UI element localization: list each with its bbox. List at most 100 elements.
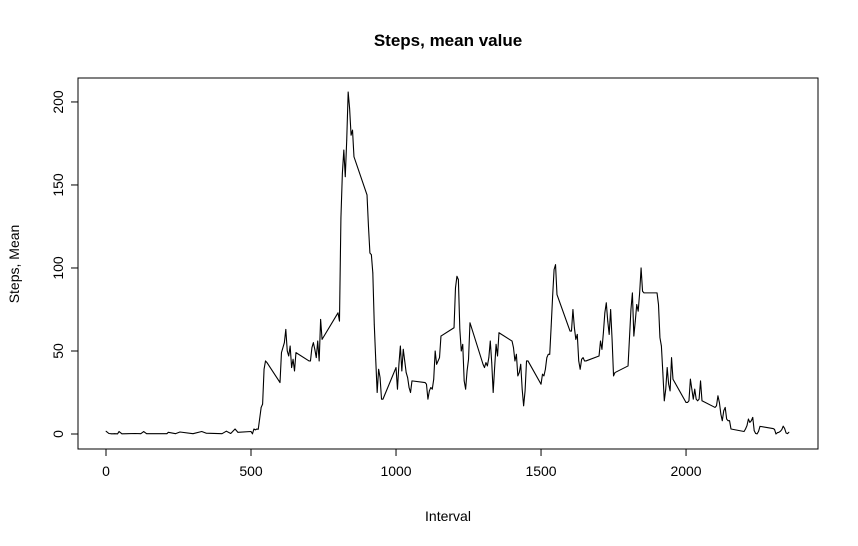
data-point	[716, 405, 717, 407]
data-point	[314, 348, 316, 350]
data-point	[605, 302, 607, 304]
y-tick-label: 50	[50, 343, 66, 359]
data-point	[281, 352, 282, 354]
data-point	[637, 310, 639, 312]
data-point	[105, 430, 107, 432]
data-point	[787, 433, 788, 435]
data-point	[576, 333, 578, 335]
data-point	[526, 360, 527, 362]
data-point	[749, 421, 751, 423]
data-point	[315, 357, 317, 359]
data-point	[643, 292, 645, 294]
data-point	[430, 387, 432, 388]
data-point	[263, 368, 265, 370]
data-point	[346, 139, 348, 141]
data-point	[718, 402, 720, 403]
data-point	[687, 402, 688, 403]
data-point	[492, 392, 494, 393]
data-point	[350, 134, 352, 136]
data-point	[221, 433, 223, 435]
data-point	[779, 430, 781, 432]
data-point	[339, 320, 340, 322]
data-point	[634, 320, 636, 322]
data-point	[311, 347, 313, 349]
data-point	[373, 324, 375, 325]
data-point	[349, 108, 351, 109]
data-point	[726, 418, 728, 420]
data-point	[459, 329, 461, 330]
data-point	[410, 392, 411, 393]
data-point	[482, 363, 484, 365]
y-axis-label: Steps, Mean	[6, 225, 22, 304]
data-point	[663, 400, 665, 402]
data-point	[550, 325, 552, 327]
data-point	[257, 428, 259, 430]
data-point	[395, 367, 397, 368]
data-point	[569, 330, 571, 332]
data-point	[111, 433, 113, 435]
x-tick-label: 1500	[525, 463, 556, 479]
data-point	[295, 352, 297, 354]
data-point	[108, 433, 110, 434]
data-point	[611, 338, 613, 340]
data-point	[527, 360, 529, 362]
data-point	[463, 380, 465, 382]
data-point	[318, 360, 320, 362]
data-point	[230, 433, 232, 434]
data-point	[642, 290, 643, 292]
data-point	[146, 433, 148, 435]
data-point	[468, 358, 469, 360]
data-point	[721, 420, 723, 422]
data-point	[542, 373, 543, 375]
data-point	[659, 337, 661, 339]
data-point	[748, 418, 749, 420]
data-point	[579, 368, 581, 370]
data-point	[630, 309, 632, 310]
data-point	[629, 337, 630, 339]
data-point	[352, 129, 353, 131]
data-point	[321, 338, 323, 340]
data-point	[320, 319, 322, 320]
data-point	[656, 292, 658, 294]
data-point	[266, 362, 268, 364]
data-point	[353, 156, 355, 158]
data-point	[484, 367, 485, 368]
data-point	[555, 264, 556, 266]
data-point	[759, 425, 761, 427]
data-point	[341, 172, 343, 174]
data-point	[727, 420, 729, 422]
data-point	[253, 428, 255, 430]
data-point	[669, 390, 671, 392]
data-point	[379, 377, 381, 378]
data-point	[665, 388, 667, 390]
data-point	[368, 226, 369, 227]
data-point	[750, 420, 752, 422]
data-point	[167, 431, 169, 433]
data-point	[775, 433, 777, 435]
data-point	[378, 368, 380, 370]
data-point	[411, 380, 413, 382]
x-tick-label: 0	[102, 463, 110, 479]
data-point	[544, 368, 546, 370]
data-point	[143, 431, 145, 432]
data-point	[729, 420, 730, 422]
data-point	[289, 345, 291, 347]
data-point	[781, 429, 783, 431]
data-point	[286, 350, 288, 352]
data-point	[607, 320, 609, 322]
data-point	[114, 433, 116, 435]
data-point	[633, 335, 635, 337]
data-point	[456, 275, 458, 277]
data-point	[431, 388, 433, 390]
data-point	[571, 330, 572, 332]
data-point	[453, 327, 455, 329]
data-point	[292, 358, 294, 360]
data-point	[308, 360, 310, 362]
data-point	[546, 357, 548, 359]
chart-title: Steps, mean value	[374, 31, 522, 50]
data-point	[688, 400, 690, 402]
data-point	[401, 370, 403, 372]
y-tick-label: 100	[50, 256, 66, 280]
data-point	[462, 343, 464, 345]
